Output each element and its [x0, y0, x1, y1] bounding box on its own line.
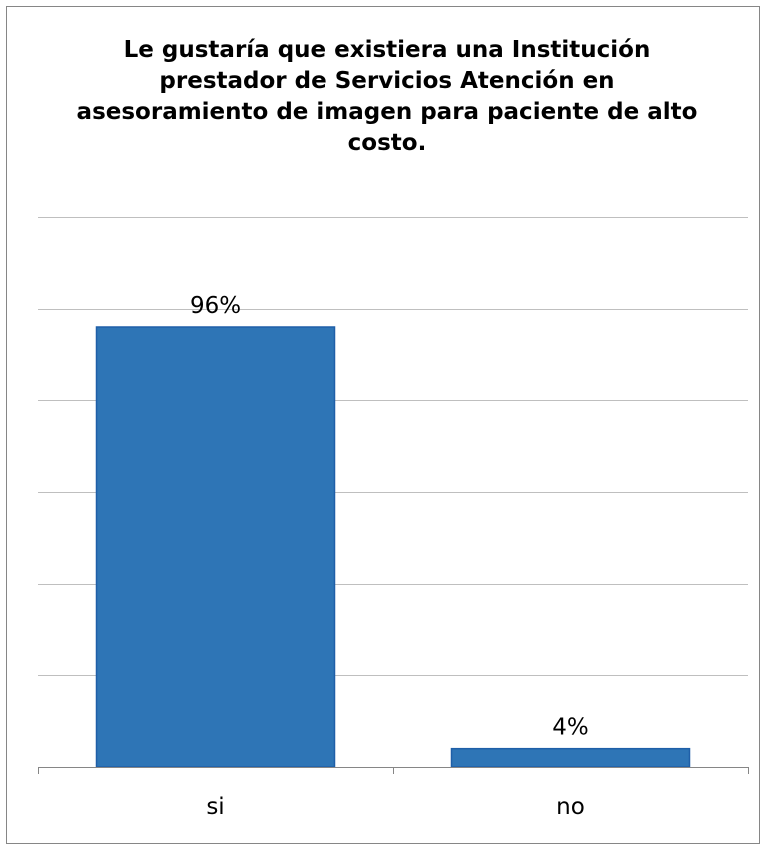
chart-title: Le gustaría que existiera una Institució… [76, 37, 698, 156]
bar-si [95, 326, 336, 768]
bar-no [450, 747, 691, 768]
bars [95, 326, 691, 768]
category-label-no: no [556, 794, 585, 820]
labels: 96% si 4% no [190, 293, 589, 820]
data-label-si: 96% [190, 293, 241, 319]
category-label-si: si [206, 794, 224, 820]
x-axis [38, 767, 749, 774]
data-label-no: 4% [552, 715, 589, 741]
